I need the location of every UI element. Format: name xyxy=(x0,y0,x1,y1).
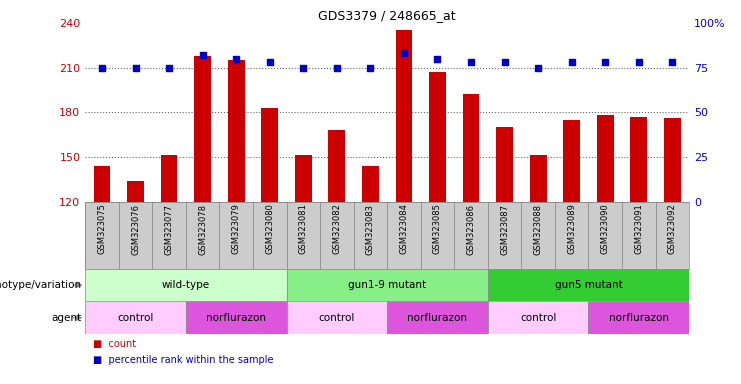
Bar xyxy=(429,72,446,202)
Point xyxy=(465,59,477,65)
Point xyxy=(130,65,142,71)
Point xyxy=(230,56,242,62)
Bar xyxy=(462,94,479,202)
Text: GSM323076: GSM323076 xyxy=(131,204,140,255)
Point xyxy=(431,56,443,62)
Bar xyxy=(588,202,622,269)
Bar xyxy=(119,202,153,269)
Text: genotype/variation: genotype/variation xyxy=(0,280,82,290)
Bar xyxy=(597,115,614,202)
Bar xyxy=(93,166,110,202)
Text: gun1-9 mutant: gun1-9 mutant xyxy=(348,280,426,290)
Text: GSM323090: GSM323090 xyxy=(601,204,610,254)
Bar xyxy=(362,166,379,202)
Bar xyxy=(287,202,320,269)
Bar xyxy=(522,202,555,269)
Bar xyxy=(161,156,178,202)
Bar xyxy=(219,202,253,269)
Bar xyxy=(555,202,588,269)
Text: agent: agent xyxy=(51,313,82,323)
Point xyxy=(398,50,410,56)
Text: gun5 mutant: gun5 mutant xyxy=(554,280,622,290)
Text: GSM323089: GSM323089 xyxy=(567,204,576,255)
Text: GSM323085: GSM323085 xyxy=(433,204,442,255)
Text: control: control xyxy=(117,313,153,323)
Bar xyxy=(287,269,488,301)
Text: GSM323079: GSM323079 xyxy=(232,204,241,255)
Text: GSM323077: GSM323077 xyxy=(165,204,173,255)
Text: GSM323087: GSM323087 xyxy=(500,204,509,255)
Bar xyxy=(631,117,647,202)
Text: GSM323091: GSM323091 xyxy=(634,204,643,254)
Point xyxy=(566,59,578,65)
Bar xyxy=(387,301,488,334)
Text: GSM323092: GSM323092 xyxy=(668,204,677,254)
Bar xyxy=(656,202,689,269)
Text: GSM323081: GSM323081 xyxy=(299,204,308,255)
Bar xyxy=(488,269,689,301)
Point xyxy=(331,65,343,71)
Text: ■  percentile rank within the sample: ■ percentile rank within the sample xyxy=(93,355,273,365)
Bar xyxy=(227,60,245,202)
Point xyxy=(633,59,645,65)
Text: norflurazon: norflurazon xyxy=(408,313,468,323)
Point xyxy=(365,65,376,71)
Bar xyxy=(320,202,353,269)
Bar xyxy=(287,301,387,334)
Bar xyxy=(588,301,689,334)
Text: GSM323084: GSM323084 xyxy=(399,204,408,255)
Text: GSM323075: GSM323075 xyxy=(98,204,107,255)
Bar xyxy=(186,202,219,269)
Bar xyxy=(454,202,488,269)
Point xyxy=(499,59,511,65)
Bar xyxy=(563,120,580,202)
Bar xyxy=(387,202,421,269)
Bar xyxy=(153,202,186,269)
Bar xyxy=(496,127,513,202)
Text: GSM323078: GSM323078 xyxy=(198,204,207,255)
Bar xyxy=(85,202,119,269)
Bar xyxy=(186,301,287,334)
Point xyxy=(264,59,276,65)
Point xyxy=(297,65,309,71)
Bar xyxy=(396,30,412,202)
Text: norflurazon: norflurazon xyxy=(206,313,266,323)
Text: GSM323080: GSM323080 xyxy=(265,204,274,255)
Bar xyxy=(488,202,522,269)
Point xyxy=(163,65,175,71)
Text: control: control xyxy=(319,313,355,323)
Bar xyxy=(253,202,287,269)
Point xyxy=(532,65,544,71)
Point xyxy=(666,59,678,65)
Text: GSM323082: GSM323082 xyxy=(333,204,342,255)
Text: control: control xyxy=(520,313,556,323)
Bar xyxy=(194,56,211,202)
Bar xyxy=(421,202,454,269)
Text: wild-type: wild-type xyxy=(162,280,210,290)
Point xyxy=(599,59,611,65)
Bar xyxy=(622,202,656,269)
Bar xyxy=(85,301,186,334)
Bar xyxy=(530,156,547,202)
Bar xyxy=(488,301,588,334)
Text: GSM323083: GSM323083 xyxy=(366,204,375,255)
Text: norflurazon: norflurazon xyxy=(609,313,669,323)
Bar xyxy=(664,118,681,202)
Bar xyxy=(127,181,144,202)
Point xyxy=(96,65,108,71)
Bar xyxy=(262,108,278,202)
Title: GDS3379 / 248665_at: GDS3379 / 248665_at xyxy=(319,9,456,22)
Bar xyxy=(295,156,312,202)
Bar xyxy=(353,202,387,269)
Text: ■  count: ■ count xyxy=(93,339,136,349)
Text: GSM323088: GSM323088 xyxy=(534,204,542,255)
Point xyxy=(196,52,208,58)
Text: GSM323086: GSM323086 xyxy=(467,204,476,255)
Bar xyxy=(85,269,287,301)
Bar xyxy=(328,130,345,202)
